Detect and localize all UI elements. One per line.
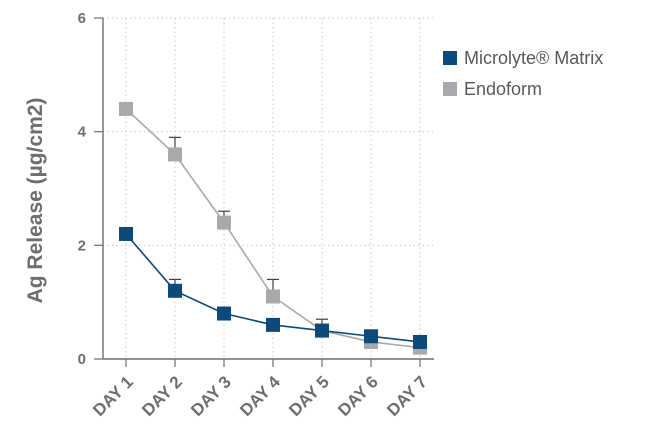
x-tick-label: DAY 5: [285, 372, 333, 420]
y-tick-label: 4: [78, 124, 87, 141]
legend-label: Endoform: [464, 79, 542, 99]
data-point: [266, 317, 280, 332]
data-point: [413, 334, 427, 349]
x-tick-label: DAY 4: [236, 372, 284, 420]
grid-lines: [103, 17, 434, 359]
y-tick-label: 0: [78, 351, 86, 368]
x-tick-label: DAY 1: [89, 372, 137, 420]
data-point: [168, 283, 182, 298]
data-point: [168, 147, 182, 162]
x-tick-labels: DAY 1 DAY 2 DAY 3 DAY 4 DAY 5 DAY 6 DAY 7: [89, 372, 431, 420]
x-tick-label: DAY 6: [334, 372, 382, 420]
legend-label: Microlyte® Matrix: [464, 48, 603, 68]
legend: Microlyte® Matrix Endoform: [443, 48, 603, 99]
legend-swatch: [443, 51, 457, 65]
y-tick-label: 6: [78, 10, 86, 27]
y-tick-labels: 0 2 4 6: [78, 10, 87, 368]
series-0: [119, 226, 427, 349]
y-tick-label: 2: [78, 237, 86, 254]
x-tick-label: DAY 3: [187, 372, 235, 420]
x-tick-label: DAY 7: [383, 372, 431, 420]
data-point: [364, 329, 378, 344]
data-point: [217, 306, 231, 321]
data-point: [315, 323, 329, 338]
data-point: [217, 215, 231, 230]
legend-swatch: [443, 82, 457, 96]
y-axis-label: Ag Release (µg/cm2): [24, 98, 47, 304]
x-tick-label: DAY 2: [138, 372, 186, 420]
axes: [94, 17, 434, 367]
series-group: [119, 101, 427, 355]
data-point: [119, 101, 133, 116]
data-point: [119, 226, 133, 241]
data-point: [266, 289, 280, 304]
